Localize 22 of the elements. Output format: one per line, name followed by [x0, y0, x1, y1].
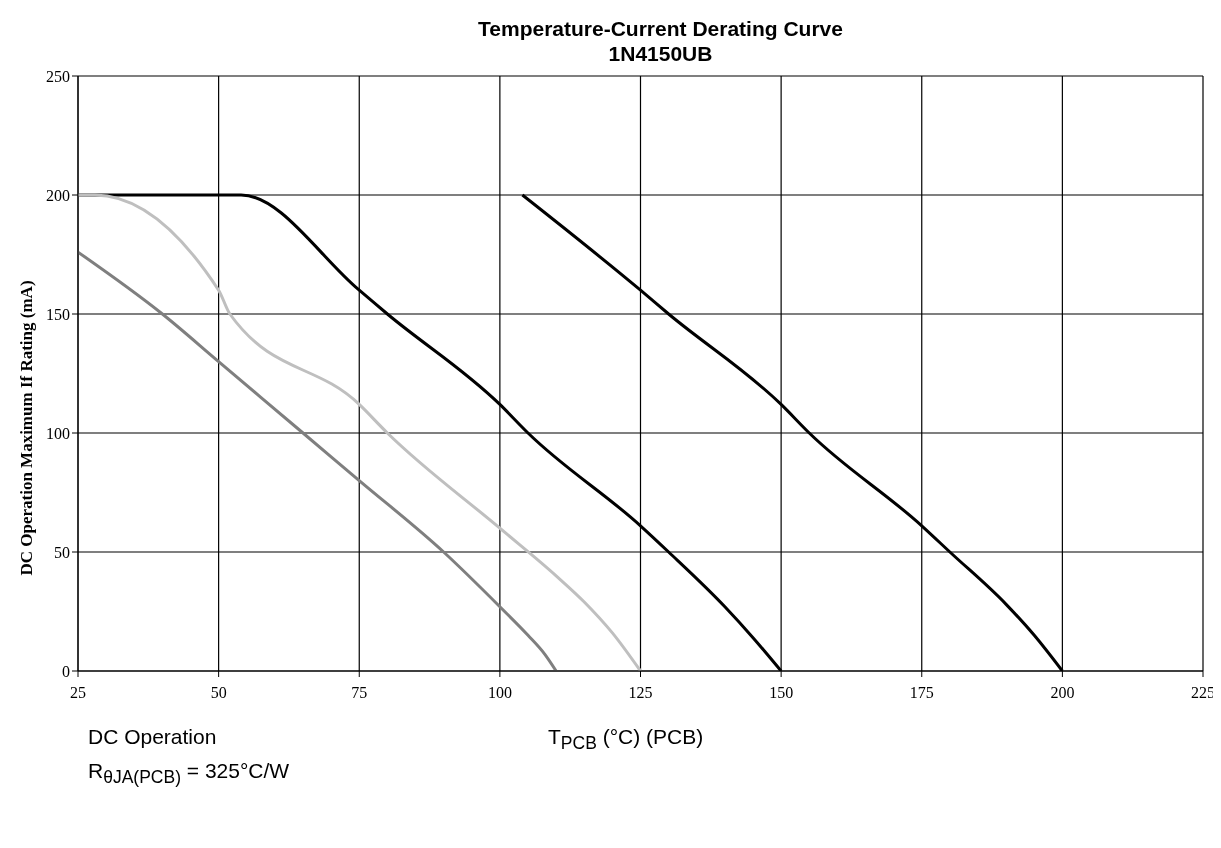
y-tick-label: 0 [62, 662, 70, 680]
x-tick-label: 100 [487, 684, 512, 702]
x-axis-title: T$_{PCB}$ (°C) (PCB) [548, 724, 704, 756]
y-axis-title: DC Operation Maximum If Rating (mA) [17, 280, 37, 576]
x-tick-label: 50 [210, 684, 227, 702]
y-tick-label: 50 [54, 543, 70, 561]
x-tick-label: 25 [70, 684, 86, 702]
chart-title: Temperature-Current Derating Curve [477, 16, 844, 41]
line-series [78, 250, 558, 671]
x-tick-label: 200 [1050, 684, 1075, 702]
y-tick-label: 250 [46, 67, 70, 85]
text: R$_{θJA(PCB)}$ = 325°C/W [88, 758, 291, 790]
x-tick-label: 125 [628, 684, 653, 702]
y-tick-label: 200 [46, 186, 70, 204]
x-tick-label: 150 [769, 684, 794, 702]
y-tick-label: 150 [46, 305, 70, 323]
x-tick-label: 175 [909, 684, 934, 702]
chart-subtitle: 1N4150UB [607, 41, 714, 66]
line-series [78, 193, 642, 671]
y-tick-label: 100 [46, 424, 70, 442]
text: DC Operation [88, 724, 218, 750]
x-tick-label: 75 [351, 684, 368, 702]
